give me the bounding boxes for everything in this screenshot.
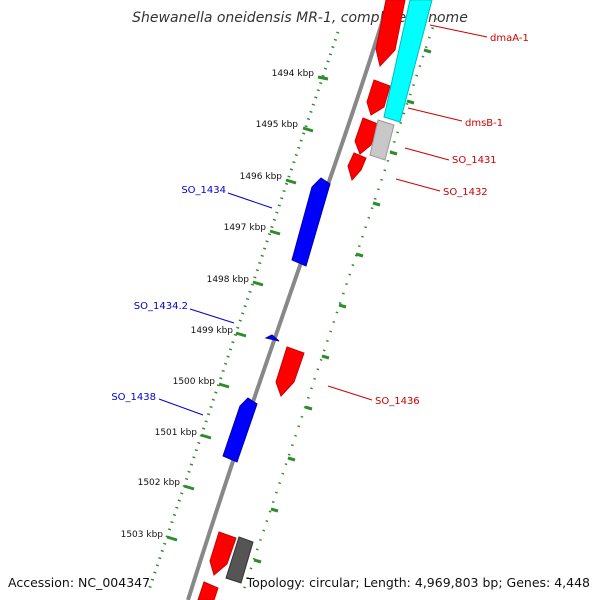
gene-dark bbox=[225, 536, 254, 584]
forward-strand-genes bbox=[197, 0, 406, 600]
accession-label: Accession: NC_004347 bbox=[8, 575, 150, 590]
gene-label-dmsB: dmsB-1 bbox=[465, 118, 503, 129]
outer-tick-ring bbox=[147, 31, 340, 591]
inner-major-tick bbox=[253, 558, 262, 564]
genome-info: Topology: circular; Length: 4,969,803 bp… bbox=[246, 575, 590, 590]
tick-label: 1496 kbp bbox=[240, 172, 283, 182]
leader-SO_1431 bbox=[404, 147, 450, 161]
gene-dmsB bbox=[366, 79, 391, 116]
leader-SO_1436 bbox=[327, 385, 373, 401]
leader-SO_1438 bbox=[158, 398, 204, 416]
leader-SO_1434.2 bbox=[189, 308, 235, 324]
gene-SO_1434 bbox=[291, 177, 331, 267]
tick-labels: 1494 kbp 1495 kbp 1496 kbp 1497 kbp 1498… bbox=[121, 69, 315, 540]
inner-major-tick bbox=[406, 99, 415, 105]
tick-mark-1497 bbox=[269, 229, 281, 236]
inner-major-tick bbox=[304, 405, 313, 411]
tick-label: 1497 kbp bbox=[224, 223, 267, 233]
inner-major-tick bbox=[321, 354, 330, 360]
tick-label: 1495 kbp bbox=[256, 120, 299, 130]
gene-forward-edge bbox=[197, 581, 219, 600]
gene-forward-lower bbox=[209, 531, 237, 576]
gene-label-SO_1438: SO_1438 bbox=[111, 392, 156, 403]
tick-label: 1503 kbp bbox=[121, 530, 164, 540]
gene-label-SO_1431: SO_1431 bbox=[452, 155, 497, 166]
forward-gene-labels: dmaA-1 dmsB-1 SO_1431 SO_1432 SO_1436 bbox=[375, 33, 529, 407]
tick-mark-1502 bbox=[183, 484, 195, 491]
gene-cyan bbox=[383, 0, 433, 123]
tick-mark-1494 bbox=[317, 75, 329, 81]
tick-mark-1499 bbox=[235, 331, 247, 338]
reverse-label-lines bbox=[158, 192, 273, 416]
gene-grey bbox=[369, 119, 395, 161]
inner-major-tick bbox=[389, 150, 398, 156]
forward-label-lines bbox=[327, 24, 488, 401]
inner-major-tick bbox=[423, 48, 432, 54]
gene-SO_1436 bbox=[275, 346, 305, 397]
leader-SO_1434 bbox=[227, 192, 273, 209]
gene-label-SO_1434: SO_1434 bbox=[181, 185, 226, 196]
leader-SO_1432 bbox=[395, 178, 441, 192]
tick-mark-1501 bbox=[200, 433, 212, 440]
tick-label: 1502 kbp bbox=[138, 478, 181, 488]
tick-label: 1500 kbp bbox=[173, 377, 216, 387]
other-genes bbox=[225, 0, 433, 584]
tick-mark-1495 bbox=[302, 126, 314, 133]
gene-label-SO_1434.2: SO_1434.2 bbox=[134, 301, 188, 312]
inner-major-tick bbox=[355, 252, 364, 258]
tick-mark-1498 bbox=[252, 280, 264, 287]
gene-SO_1434.2 bbox=[264, 334, 280, 342]
tick-label: 1494 kbp bbox=[272, 69, 315, 79]
inner-major-tick bbox=[338, 303, 347, 309]
leader-dmsB bbox=[407, 107, 463, 122]
gene-SO_1438 bbox=[222, 397, 258, 463]
tick-label: 1501 kbp bbox=[155, 428, 198, 438]
leader-dmaA bbox=[429, 24, 488, 38]
tick-mark-1500 bbox=[218, 382, 230, 389]
tick-mark-1496 bbox=[285, 178, 297, 185]
tick-label: 1499 kbp bbox=[191, 326, 234, 336]
inner-major-tick bbox=[287, 456, 296, 462]
tick-label: 1498 kbp bbox=[207, 275, 250, 285]
inner-tick-ring bbox=[241, 17, 438, 593]
gene-dmaA bbox=[375, 0, 406, 68]
gene-SO_1431 bbox=[354, 117, 379, 155]
genome-backbone bbox=[186, 0, 391, 600]
inner-major-tick bbox=[372, 201, 381, 207]
tick-mark-1503 bbox=[166, 535, 178, 542]
inner-minor-ticks bbox=[241, 17, 438, 593]
gene-label-dmaA: dmaA-1 bbox=[490, 33, 529, 44]
reverse-gene-labels: SO_1434 SO_1434.2 SO_1438 bbox=[111, 185, 226, 403]
inner-major-tick bbox=[270, 507, 279, 513]
gene-label-SO_1432: SO_1432 bbox=[443, 187, 488, 198]
gene-label-SO_1436: SO_1436 bbox=[375, 396, 420, 407]
gene-SO_1432 bbox=[347, 152, 367, 182]
reverse-strand-genes bbox=[222, 177, 331, 463]
